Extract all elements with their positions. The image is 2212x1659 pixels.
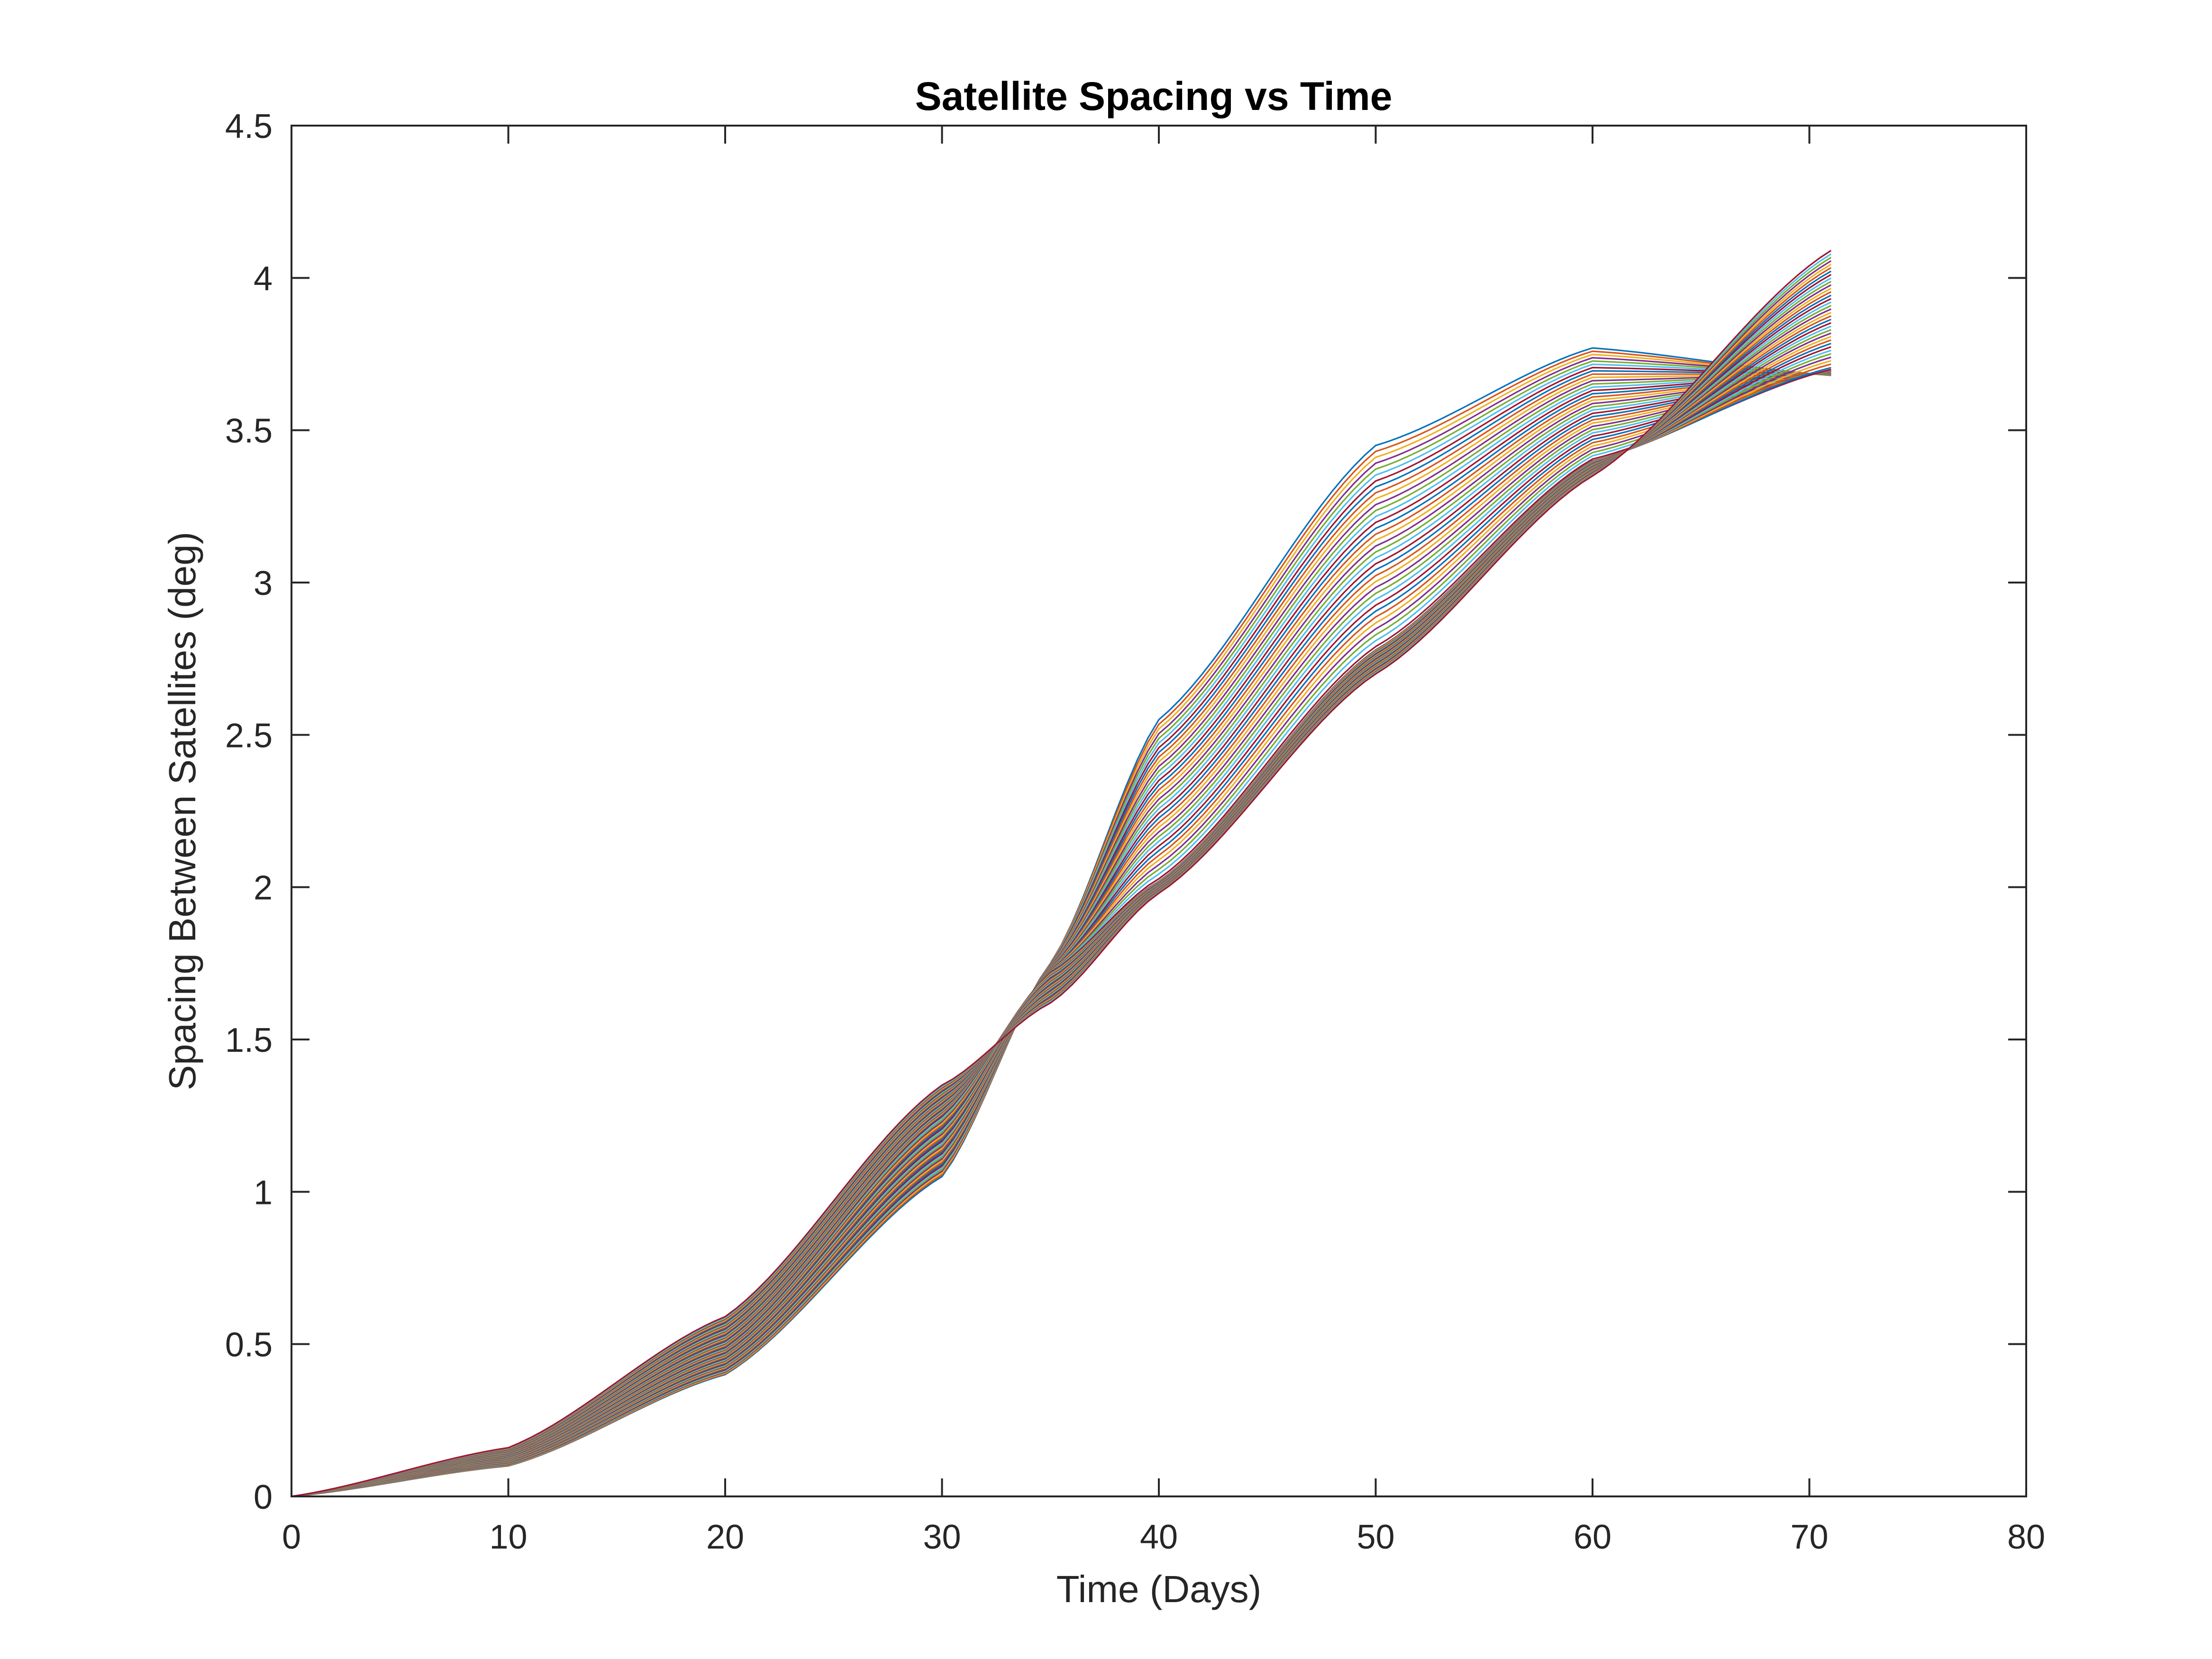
x-tick-label: 50 [1356, 1518, 1394, 1556]
x-axis-label: Time (Days) [1056, 1568, 1262, 1610]
x-tick-label: 60 [1574, 1518, 1611, 1556]
x-tick-label: 0 [282, 1518, 301, 1556]
x-tick-label: 30 [923, 1518, 961, 1556]
x-tick-label: 40 [1140, 1518, 1178, 1556]
y-tick-label: 2 [254, 869, 273, 907]
y-tick-label: 0.5 [225, 1326, 273, 1364]
x-tick-label: 10 [489, 1518, 527, 1556]
y-tick-label: 0 [254, 1478, 273, 1516]
y-tick-label: 1.5 [225, 1021, 273, 1059]
y-tick-label: 4 [254, 260, 273, 298]
y-tick-label: 3.5 [225, 412, 273, 450]
y-axis-label: Spacing Between Satellites (deg) [161, 532, 203, 1090]
chart-title: Satellite Spacing vs Time [915, 74, 1393, 118]
y-tick-label: 3 [254, 565, 273, 602]
y-tick-label: 2.5 [225, 717, 273, 755]
series-line [291, 250, 1832, 1497]
y-tick-label: 4.5 [225, 108, 273, 146]
series-layer [291, 250, 1832, 1497]
x-tick-label: 20 [706, 1518, 744, 1556]
tick-layer: 0 10 20 30 40 50 60 70 80 0 0.5 1 1.5 2 2.5 3 3.5 4 4.5 [225, 108, 2045, 1556]
x-tick-label: 70 [1790, 1518, 1828, 1556]
x-tick-label: 80 [2007, 1518, 2045, 1556]
y-tick-label: 1 [254, 1174, 273, 1212]
